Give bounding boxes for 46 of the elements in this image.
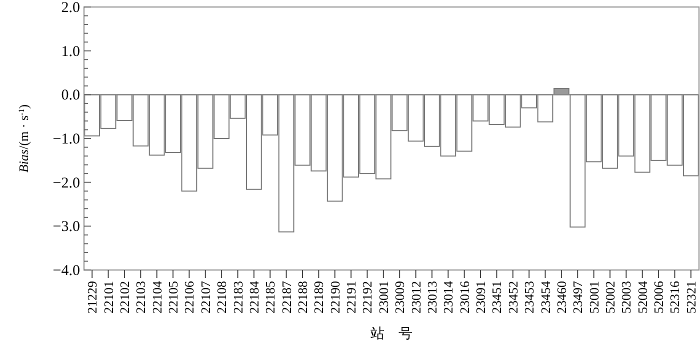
x-tick-label: 52004 <box>634 280 650 314</box>
x-tick-label: 22185 <box>262 281 278 314</box>
x-tick-label: 22191 <box>344 281 359 314</box>
x-tick-label: 23012 <box>408 281 424 314</box>
y-tick-label: 1.0 <box>61 44 80 60</box>
x-tick-label: 23497 <box>570 280 586 314</box>
x-tick-label: 22188 <box>294 281 310 314</box>
x-tick-label: 52001 <box>586 281 602 314</box>
x-tick-label: 22101 <box>100 281 116 314</box>
x-tick-label: 23091 <box>473 281 488 314</box>
y-tick-label: −2.0 <box>52 175 80 192</box>
x-tick-label: 23014 <box>440 280 456 314</box>
x-tick-label: 22183 <box>230 281 246 314</box>
y-tick-label: −4.0 <box>52 263 80 279</box>
x-tick-label: 23009 <box>392 281 408 314</box>
x-tick-label: 22106 <box>182 280 197 314</box>
x-tick-label: 22189 <box>311 281 326 314</box>
x-tick-label: 23454 <box>538 280 553 314</box>
x-tick-label: 23013 <box>424 281 440 314</box>
x-tick-label: 52006 <box>651 280 666 314</box>
x-tick-label: 23453 <box>522 281 537 314</box>
y-tick-label: 0.0 <box>61 88 80 104</box>
x-axis-title: 站 号 <box>370 326 412 342</box>
x-tick-label: 22108 <box>214 281 230 314</box>
x-tick-label: 22192 <box>360 281 375 314</box>
x-tick-label: 23452 <box>505 281 520 314</box>
x-tick-label: 21229 <box>84 281 100 314</box>
x-tick-label: 52321 <box>683 281 698 314</box>
x-tick-label: 22105 <box>166 281 181 314</box>
x-tick-label: 22107 <box>198 280 213 314</box>
y-tick-label: −1.0 <box>52 132 80 148</box>
x-tick-label: 52003 <box>618 281 634 314</box>
x-tick-label: 52316 <box>667 280 682 314</box>
x-tick-label: 22102 <box>116 281 132 314</box>
x-tick-label: 23001 <box>376 281 391 314</box>
x-tick-label: 22190 <box>327 281 342 314</box>
x-tick-label: 52002 <box>602 281 618 314</box>
x-tick-label: 22184 <box>246 280 262 314</box>
y-tick-label: −3.0 <box>52 219 80 236</box>
x-tick-label: 23460 <box>554 281 569 314</box>
x-tick-label: 22187 <box>278 280 294 314</box>
y-tick-label: 2.0 <box>61 0 80 16</box>
x-tick-label: 22103 <box>133 281 148 314</box>
x-tick-label: 22104 <box>149 280 164 314</box>
x-tick-label: 23451 <box>489 281 504 314</box>
x-tick-label: 23016 <box>456 280 472 314</box>
